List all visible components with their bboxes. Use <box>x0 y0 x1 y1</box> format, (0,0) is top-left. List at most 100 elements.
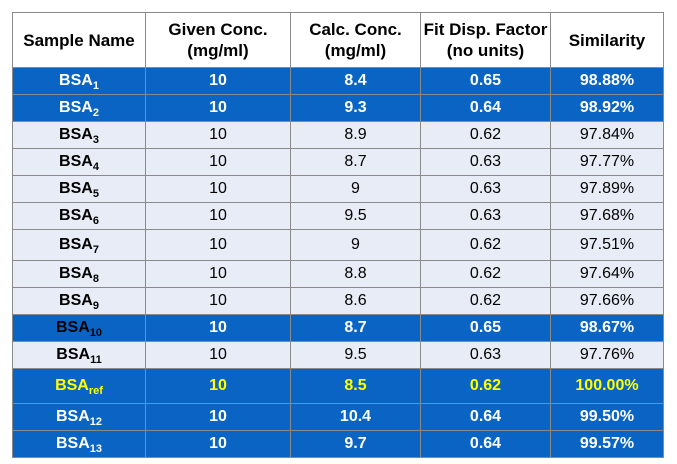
sample-name: BSA <box>55 377 89 394</box>
similarity-cell: 97.76% <box>550 341 664 369</box>
table-row: BSA12 10 10.4 0.64 99.50% <box>12 403 664 431</box>
table-row: BSA2 10 9.3 0.64 98.92% <box>12 94 664 122</box>
fit-disp-factor-cell: 0.64 <box>420 403 551 431</box>
sample-subscript: 2 <box>92 107 99 119</box>
table-row: BSA9 10 8.6 0.62 97.66% <box>12 287 664 315</box>
header-calc-conc: Calc. Conc. (mg/ml) <box>290 12 421 68</box>
table-row: BSA6 10 9.5 0.63 97.68% <box>12 202 664 230</box>
table-row: BSA1 10 8.4 0.65 98.88% <box>12 67 664 95</box>
header-row: Sample Name Given Conc. (mg/ml) Calc. Con… <box>12 12 664 68</box>
sample-subscript: 1 <box>92 80 99 92</box>
sample-name: BSA <box>59 99 93 116</box>
table-row: BSA13 10 9.7 0.64 99.57% <box>12 430 664 458</box>
fit-disp-factor-cell: 0.62 <box>420 260 551 288</box>
sample-subscript: 11 <box>90 354 102 366</box>
sample-subscript: 9 <box>92 300 99 312</box>
fit-disp-factor-cell: 0.64 <box>420 430 551 458</box>
table-row: BSA5 10 9 0.63 97.89% <box>12 175 664 203</box>
table-row: BSAref 10 8.5 0.62 100.00% <box>12 368 664 404</box>
sample-name-cell: BSA11 <box>12 341 146 369</box>
sample-subscript: 6 <box>92 215 99 227</box>
similarity-cell: 99.57% <box>550 430 664 458</box>
sample-name: BSA <box>59 265 93 282</box>
table-row: BSA3 10 8.9 0.62 97.84% <box>12 121 664 149</box>
sample-name: BSA <box>59 72 93 89</box>
given-conc-cell: 10 <box>145 341 291 369</box>
similarity-cell: 97.89% <box>550 175 664 203</box>
header-fit-disp-factor: Fit Disp. Factor (no units) <box>420 12 551 68</box>
given-conc-cell: 10 <box>145 260 291 288</box>
sample-name-cell: BSA4 <box>12 148 146 176</box>
fit-disp-factor-cell: 0.63 <box>420 202 551 230</box>
given-conc-cell: 10 <box>145 287 291 315</box>
calc-conc-cell: 9.5 <box>290 341 421 369</box>
sample-name-cell: BSA1 <box>12 67 146 95</box>
sample-name-cell: BSAref <box>12 368 146 404</box>
sample-subscript: 13 <box>89 443 103 455</box>
sample-name: BSA <box>59 292 93 309</box>
sample-name-cell: BSA10 <box>12 314 146 342</box>
header-sample-name: Sample Name <box>12 12 146 68</box>
results-table-container: Sample Name Given Conc. (mg/ml) Calc. Con… <box>12 12 664 458</box>
similarity-cell: 97.84% <box>550 121 664 149</box>
sample-name-cell: BSA8 <box>12 260 146 288</box>
calc-conc-cell: 9.7 <box>290 430 421 458</box>
calc-conc-cell: 9 <box>290 175 421 203</box>
given-conc-cell: 10 <box>145 368 291 404</box>
sample-name: BSA <box>55 435 90 452</box>
calc-conc-cell: 9.5 <box>290 202 421 230</box>
given-conc-cell: 10 <box>145 314 291 342</box>
similarity-cell: 98.92% <box>550 94 664 122</box>
given-conc-cell: 10 <box>145 148 291 176</box>
sample-name: BSA <box>59 126 93 143</box>
given-conc-cell: 10 <box>145 67 291 95</box>
fit-disp-factor-cell: 0.63 <box>420 341 551 369</box>
table-row: BSA10 10 8.7 0.65 98.67% <box>12 314 664 342</box>
header-similarity: Similarity <box>550 12 664 68</box>
given-conc-cell: 10 <box>145 202 291 230</box>
table-body: BSA1 10 8.4 0.65 98.88% BSA2 10 9.3 0.64 98.92% BS… <box>12 67 664 458</box>
table-row: BSA11 10 9.5 0.63 97.76% <box>12 341 664 369</box>
similarity-cell: 100.00% <box>550 368 664 404</box>
table-row: BSA4 10 8.7 0.63 97.77% <box>12 148 664 176</box>
calc-conc-cell: 8.8 <box>290 260 421 288</box>
calc-conc-cell: 10.4 <box>290 403 421 431</box>
sample-subscript: 5 <box>92 188 99 200</box>
sample-name-cell: BSA12 <box>12 403 146 431</box>
fit-disp-factor-cell: 0.62 <box>420 287 551 315</box>
similarity-cell: 97.77% <box>550 148 664 176</box>
given-conc-cell: 10 <box>145 121 291 149</box>
similarity-cell: 97.66% <box>550 287 664 315</box>
sample-subscript: 4 <box>92 161 99 173</box>
calc-conc-cell: 8.7 <box>290 148 421 176</box>
sample-name: BSA <box>59 180 93 197</box>
fit-disp-factor-cell: 0.62 <box>420 368 551 404</box>
calc-conc-cell: 9 <box>290 229 421 261</box>
given-conc-cell: 10 <box>145 430 291 458</box>
sample-name: BSA <box>55 319 90 336</box>
sample-name-cell: BSA13 <box>12 430 146 458</box>
fit-disp-factor-cell: 0.64 <box>420 94 551 122</box>
calc-conc-cell: 8.9 <box>290 121 421 149</box>
similarity-cell: 98.88% <box>550 67 664 95</box>
results-table: Sample Name Given Conc. (mg/ml) Calc. Con… <box>12 12 664 458</box>
similarity-cell: 99.50% <box>550 403 664 431</box>
sample-name: BSA <box>55 408 90 425</box>
header-given-conc: Given Conc. (mg/ml) <box>145 12 291 68</box>
fit-disp-factor-cell: 0.62 <box>420 229 551 261</box>
calc-conc-cell: 9.3 <box>290 94 421 122</box>
fit-disp-factor-cell: 0.62 <box>420 121 551 149</box>
sample-name: BSA <box>59 236 93 253</box>
sample-subscript: 12 <box>89 416 103 428</box>
table-row: BSA7 10 9 0.62 97.51% <box>12 229 664 261</box>
calc-conc-cell: 8.6 <box>290 287 421 315</box>
similarity-cell: 97.68% <box>550 202 664 230</box>
sample-name-cell: BSA5 <box>12 175 146 203</box>
fit-disp-factor-cell: 0.65 <box>420 314 551 342</box>
similarity-cell: 98.67% <box>550 314 664 342</box>
fit-disp-factor-cell: 0.63 <box>420 175 551 203</box>
sample-subscript: ref <box>88 385 103 397</box>
sample-name: BSA <box>59 207 93 224</box>
fit-disp-factor-cell: 0.63 <box>420 148 551 176</box>
sample-name-cell: BSA9 <box>12 287 146 315</box>
